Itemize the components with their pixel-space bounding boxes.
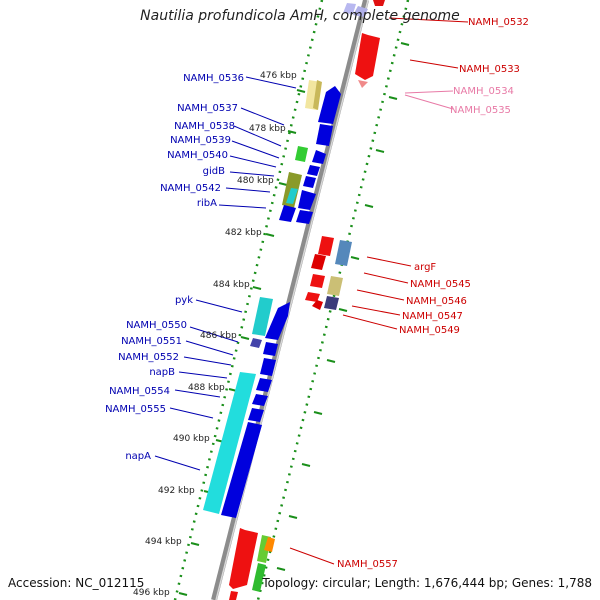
gene-napa-cyan [203, 372, 256, 514]
gene-label: NAMH_0533 [459, 64, 520, 75]
gene-namh-0537 [318, 86, 341, 124]
gene-namh-0535 [343, 3, 356, 14]
gene-label: argF [414, 262, 436, 273]
kbp-label: 492 kbp [158, 486, 195, 496]
kbp-label: 486 kbp [200, 331, 237, 341]
kbp-label: 488 kbp [188, 383, 225, 393]
gene-label: NAMH_0555 [105, 404, 166, 415]
gene-namh-0545 [311, 254, 326, 270]
gene-label: NAMH_0550 [126, 320, 187, 331]
gene-gidb [307, 165, 320, 176]
gene-namh-0547 [305, 292, 320, 302]
gene-label: NAMH_0536 [183, 73, 244, 84]
gene-namh-0539 [295, 146, 308, 162]
kbp-label: 484 kbp [213, 280, 250, 290]
right-major-ticks [276, 42, 410, 571]
gene-label: NAMH_0545 [410, 279, 471, 290]
left-major-ticks [178, 89, 306, 596]
gene-namh-0554 [252, 394, 268, 406]
kbp-label: 494 kbp [145, 537, 182, 547]
kbp-labels: 476 kbp 478 kbp 480 kbp 482 kbp 484 kbp … [133, 71, 297, 598]
gene-khaki [327, 276, 343, 296]
gene-label: NAMH_0534 [453, 86, 514, 97]
gene-namh-0552 [260, 358, 276, 376]
gene-cyan-small [286, 188, 298, 204]
reverse-strand-features [229, 0, 385, 600]
gene-label: NAMH_0542 [160, 183, 221, 194]
gene-namh-0557-d [252, 563, 266, 592]
gene-namh-0550 [250, 338, 262, 348]
gene-label: NAMH_0552 [118, 352, 179, 363]
gene-namh-0536-b [313, 80, 322, 110]
gene-dark-slate [324, 296, 339, 310]
gene-label: NAMH_0540 [167, 150, 228, 161]
gene-label: NAMH_0535 [450, 105, 511, 116]
kbp-label: 490 kbp [173, 434, 210, 444]
genome-backbone-highlight [215, 0, 369, 600]
gene-riba [298, 190, 316, 210]
forward-strand-features [203, 80, 341, 518]
gene-blue-e [296, 210, 313, 224]
gene-label: NAMH_0551 [121, 336, 182, 347]
gene-label: NAMH_0554 [109, 386, 170, 397]
gene-label: NAMH_0532 [468, 17, 529, 28]
kbp-label: 478 kbp [249, 124, 286, 134]
gene-napa-blue [221, 422, 262, 518]
gene-namh-0557-c [264, 537, 275, 552]
gene-pyk [252, 297, 273, 336]
gene-label: NAMH_0557 [337, 559, 398, 570]
gene-namh-0533 [355, 33, 380, 80]
gene-napb [256, 378, 272, 392]
gene-bottom-red [229, 591, 238, 600]
reverse-gene-labels: NAMH_0532 NAMH_0533 NAMH_0534 NAMH_0535 … [337, 17, 529, 570]
gene-namh-0542 [303, 176, 316, 188]
gene-namh-0551 [263, 342, 278, 356]
gene-label: napA [125, 451, 151, 462]
kbp-label: 476 kbp [260, 71, 297, 81]
gene-blue-steel [335, 240, 352, 266]
gene-namh-0540 [312, 150, 326, 164]
gene-namh-0549 [312, 300, 323, 310]
gene-pyk-blue [265, 302, 290, 340]
gene-label: NAMH_0539 [170, 135, 231, 146]
accession-text: Accession: NC_012115 [8, 576, 145, 590]
gene-top-purple [353, 6, 368, 17]
gene-blue-d [279, 205, 296, 222]
gene-label: napB [149, 367, 175, 378]
gene-namh-0532 [373, 0, 385, 6]
gene-namh-0538 [316, 124, 333, 146]
kbp-label: 480 kbp [237, 176, 274, 186]
gene-label: gidB [203, 166, 225, 177]
gene-label: NAMH_0549 [399, 325, 460, 336]
topology-text: Topology: circular; Length: 1,676,444 bp… [262, 576, 592, 590]
gene-argf [318, 236, 334, 256]
kbp-label: 482 kbp [225, 228, 262, 238]
gene-label: NAMH_0537 [177, 103, 238, 114]
gene-label: NAMH_0546 [406, 296, 467, 307]
gene-label: NAMH_0538 [174, 121, 235, 132]
kbp-label: 496 kbp [133, 588, 170, 598]
gene-namh-0555 [248, 408, 264, 422]
genome-title: Nautilia profundicola AmH, complete geno… [140, 8, 460, 24]
forward-gene-labels: NAMH_0536 NAMH_0537 NAMH_0538 NAMH_0539 … [105, 73, 244, 462]
gene-namh-0534 [358, 80, 368, 88]
label-connectors [154, 17, 469, 565]
gene-namh-0546 [310, 274, 325, 288]
gene-namh-0557-a [229, 528, 258, 589]
gene-label: ribA [197, 198, 217, 209]
gene-label: NAMH_0547 [402, 311, 463, 322]
gene-label: pyk [175, 295, 193, 306]
